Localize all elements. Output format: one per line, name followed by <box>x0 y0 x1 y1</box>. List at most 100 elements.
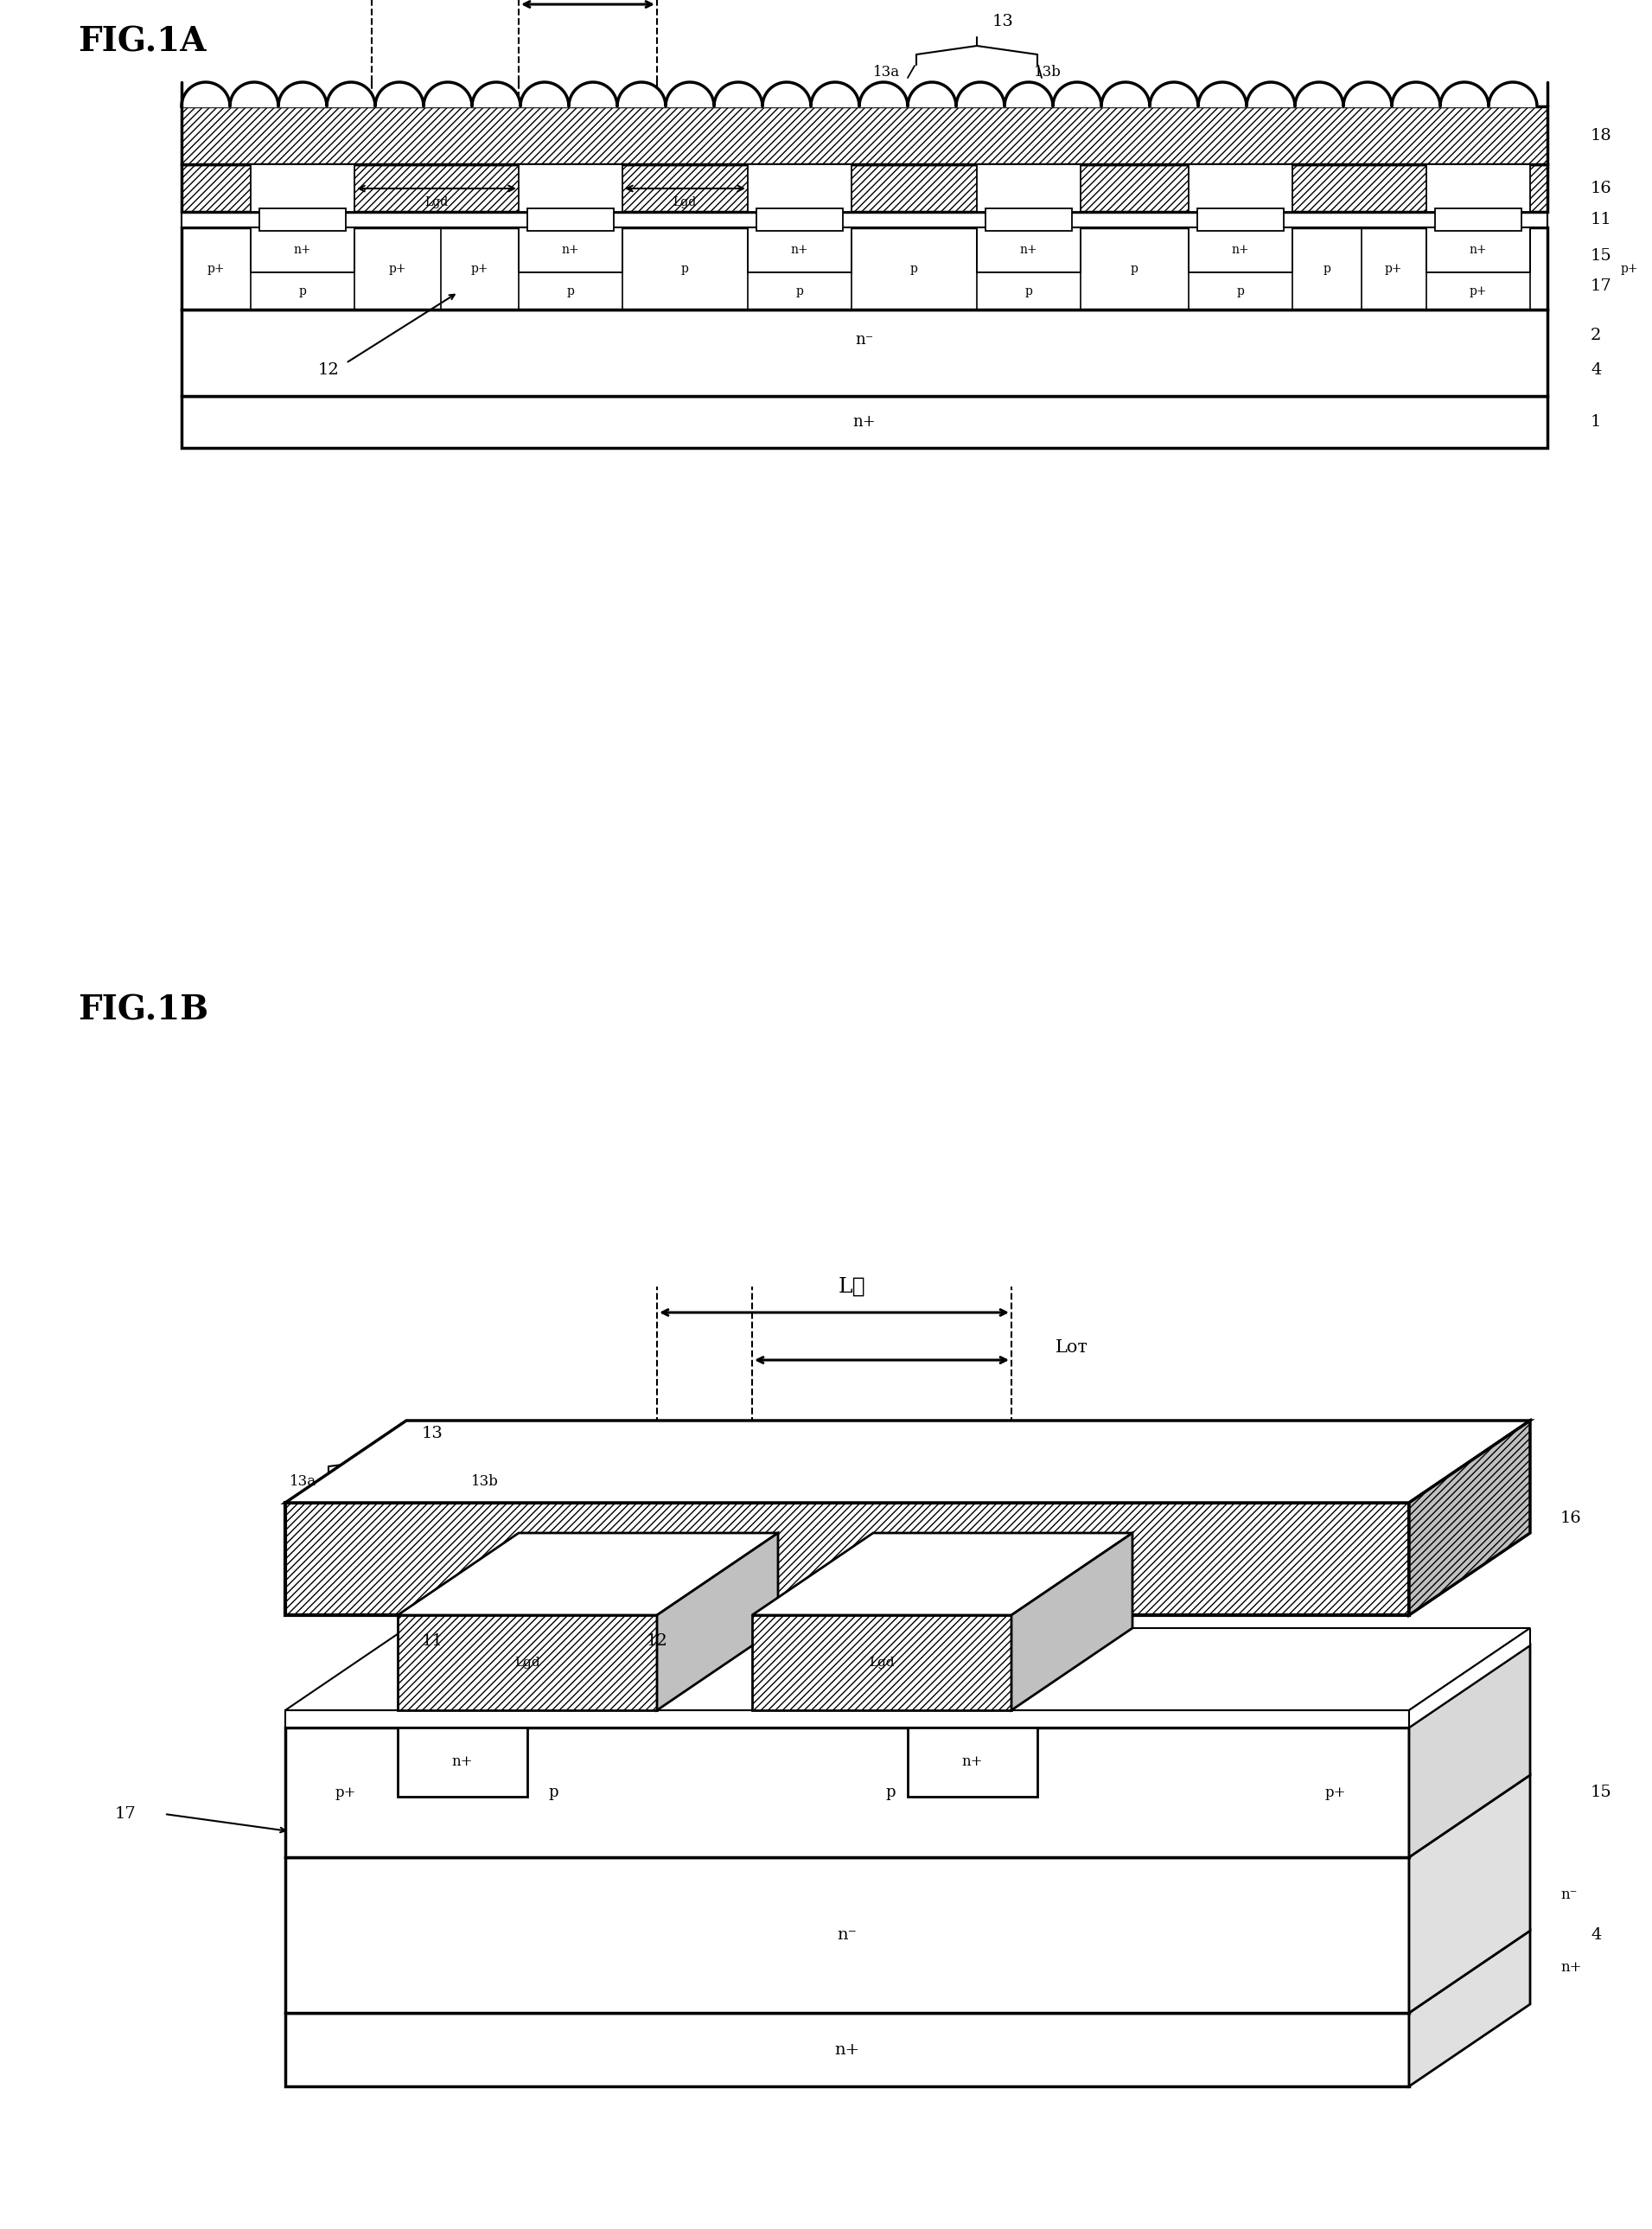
Text: n+: n+ <box>961 1754 983 1770</box>
Text: p: p <box>1024 285 1032 296</box>
Text: p+: p+ <box>1384 263 1403 274</box>
Text: 12: 12 <box>646 1634 667 1649</box>
Polygon shape <box>1011 1534 1133 1710</box>
Polygon shape <box>286 1774 1530 1857</box>
Polygon shape <box>752 1534 1133 1616</box>
Text: 15: 15 <box>1591 247 1612 263</box>
Text: n+: n+ <box>453 1754 472 1770</box>
Text: p+: p+ <box>388 263 406 274</box>
Text: p+: p+ <box>206 263 225 274</box>
Text: 4: 4 <box>1591 1928 1601 1944</box>
Text: 18: 18 <box>1591 127 1612 143</box>
Polygon shape <box>976 227 1080 272</box>
Polygon shape <box>1426 165 1530 212</box>
Polygon shape <box>398 1616 657 1710</box>
Polygon shape <box>757 207 843 232</box>
Text: FIG.1A: FIG.1A <box>78 25 206 58</box>
Text: p: p <box>299 285 306 296</box>
Polygon shape <box>182 310 1548 397</box>
Polygon shape <box>1409 1930 1530 2086</box>
Polygon shape <box>748 165 851 212</box>
Polygon shape <box>1409 1420 1530 1616</box>
Text: Lgd: Lgd <box>514 1656 540 1670</box>
Text: 4: 4 <box>1591 363 1601 379</box>
Text: 13a: 13a <box>289 1473 317 1489</box>
Polygon shape <box>657 1534 778 1710</box>
Text: 13: 13 <box>421 1427 443 1442</box>
Text: p: p <box>1130 263 1138 274</box>
Text: 13: 13 <box>993 13 1014 29</box>
Text: n+: n+ <box>852 415 876 430</box>
Text: Lᴏᴛ: Lᴏᴛ <box>1056 1340 1089 1355</box>
Text: n+: n+ <box>834 2042 859 2057</box>
Polygon shape <box>286 1420 1530 1502</box>
Polygon shape <box>907 1727 1037 1797</box>
Polygon shape <box>286 1502 1409 1616</box>
Text: p+: p+ <box>1469 285 1487 296</box>
Text: 1: 1 <box>1591 415 1601 430</box>
Text: n⁻: n⁻ <box>1561 1888 1578 1901</box>
Text: p+: p+ <box>1621 263 1639 274</box>
Text: n+: n+ <box>562 243 580 256</box>
Text: 16: 16 <box>1591 181 1612 196</box>
Polygon shape <box>986 207 1072 232</box>
Text: n+: n+ <box>1469 243 1487 256</box>
Text: n⁻: n⁻ <box>838 1928 857 1944</box>
Text: FIG.1B: FIG.1B <box>78 994 208 1025</box>
Text: p: p <box>548 1785 558 1801</box>
Polygon shape <box>398 1534 778 1616</box>
Polygon shape <box>286 1930 1530 2013</box>
Text: n⁻: n⁻ <box>856 332 874 348</box>
Text: 11: 11 <box>421 1634 443 1649</box>
Text: 12: 12 <box>317 363 339 379</box>
Text: 11: 11 <box>1591 212 1612 227</box>
Polygon shape <box>1198 207 1284 232</box>
Text: 13b: 13b <box>471 1473 499 1489</box>
Polygon shape <box>182 227 1548 310</box>
Polygon shape <box>1436 207 1521 232</box>
Polygon shape <box>519 165 623 212</box>
Polygon shape <box>251 165 355 212</box>
Text: p: p <box>1323 263 1332 274</box>
Polygon shape <box>398 1727 527 1797</box>
Text: 17: 17 <box>1591 279 1612 294</box>
Text: Lgd: Lgd <box>672 196 697 207</box>
Polygon shape <box>182 397 1548 448</box>
Text: p: p <box>796 285 803 296</box>
Text: n+: n+ <box>1561 1962 1581 1975</box>
Text: n+: n+ <box>1232 243 1249 256</box>
Text: n+: n+ <box>1019 243 1037 256</box>
Text: p: p <box>885 1785 895 1801</box>
Text: n+: n+ <box>294 243 312 256</box>
Text: Lᴏᴛ: Lᴏᴛ <box>689 0 720 4</box>
Polygon shape <box>1426 227 1530 272</box>
Text: p+: p+ <box>1325 1785 1346 1799</box>
Polygon shape <box>1189 227 1292 272</box>
Polygon shape <box>1189 165 1292 212</box>
Text: Lgd: Lgd <box>425 196 448 207</box>
Text: 15: 15 <box>1591 1785 1612 1801</box>
Text: L⁧: L⁧ <box>838 1277 866 1297</box>
Text: p+: p+ <box>335 1785 357 1799</box>
Polygon shape <box>752 1616 1011 1710</box>
Text: p+: p+ <box>471 263 489 274</box>
Text: p: p <box>1237 285 1244 296</box>
Text: p: p <box>910 263 917 274</box>
Text: Lgd: Lgd <box>869 1656 895 1670</box>
Text: 16: 16 <box>1561 1511 1581 1527</box>
Polygon shape <box>519 227 623 272</box>
Text: 13a: 13a <box>872 65 900 78</box>
Text: p: p <box>567 285 575 296</box>
Polygon shape <box>286 1727 1409 1857</box>
Polygon shape <box>527 207 615 232</box>
Polygon shape <box>1409 1645 1530 1857</box>
Polygon shape <box>286 1645 1530 1727</box>
Polygon shape <box>182 212 1548 227</box>
Polygon shape <box>976 165 1080 212</box>
Text: 17: 17 <box>114 1805 135 1821</box>
Polygon shape <box>1409 1774 1530 2013</box>
Polygon shape <box>748 227 851 272</box>
Text: n+: n+ <box>791 243 808 256</box>
Polygon shape <box>286 1627 1530 1710</box>
Text: 2: 2 <box>1591 328 1601 343</box>
